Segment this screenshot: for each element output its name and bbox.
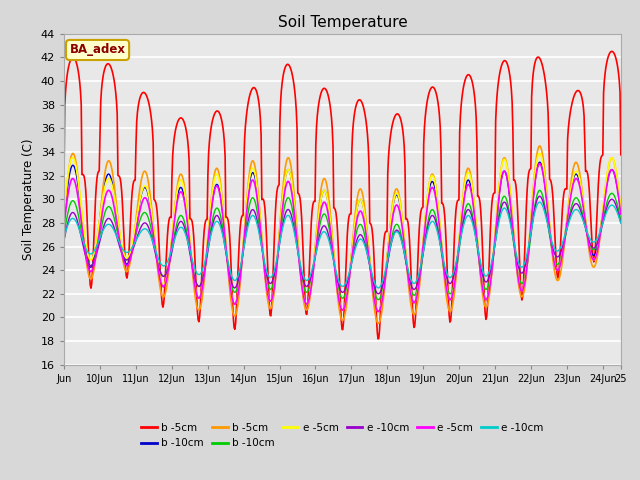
e -10cm (374, 291, 382, 297)
Line: b -10cm: b -10cm (64, 162, 621, 312)
e -5cm (536, 161, 544, 167)
b -5cm (374, 321, 382, 326)
b -10cm (138, 212, 146, 218)
e -10cm (60, 238, 68, 243)
b -5cm (374, 336, 382, 342)
e -5cm (617, 205, 625, 211)
e -5cm (474, 243, 481, 249)
b -10cm (474, 242, 481, 248)
e -10cm (374, 285, 382, 291)
e -10cm (460, 220, 468, 226)
b -10cm (298, 274, 305, 279)
b -5cm (319, 179, 326, 184)
b -5cm (138, 174, 146, 180)
e -10cm (298, 267, 305, 273)
e -10cm (298, 271, 305, 276)
Line: b -10cm: b -10cm (64, 190, 621, 300)
b -10cm (536, 159, 544, 165)
b -10cm (374, 309, 382, 314)
b -5cm (298, 214, 305, 219)
e -5cm (298, 281, 305, 287)
b -10cm (536, 187, 544, 193)
Text: BA_adex: BA_adex (70, 44, 125, 57)
b -5cm (319, 87, 326, 93)
e -10cm (60, 235, 68, 240)
b -5cm (138, 91, 146, 96)
e -10cm (474, 245, 481, 251)
b -5cm (460, 182, 468, 188)
b -5cm (608, 48, 616, 54)
b -5cm (617, 152, 625, 158)
b -5cm (474, 193, 481, 199)
e -5cm (138, 188, 146, 194)
b -10cm (617, 217, 625, 223)
Line: e -10cm: e -10cm (64, 196, 621, 294)
b -10cm (298, 279, 305, 285)
e -10cm (617, 220, 625, 226)
e -5cm (319, 190, 326, 196)
b -5cm (63, 80, 70, 86)
b -5cm (60, 217, 68, 223)
Line: e -5cm: e -5cm (64, 153, 621, 312)
b -5cm (460, 81, 468, 86)
Line: b -5cm: b -5cm (64, 51, 621, 339)
e -10cm (63, 227, 70, 233)
b -10cm (60, 232, 68, 238)
e -10cm (138, 228, 146, 233)
b -10cm (460, 212, 468, 217)
Y-axis label: Soil Temperature (C): Soil Temperature (C) (22, 138, 35, 260)
e -5cm (617, 211, 625, 217)
e -5cm (60, 223, 68, 228)
e -5cm (138, 200, 146, 205)
b -5cm (617, 208, 625, 214)
e -5cm (374, 309, 382, 314)
b -5cm (536, 143, 544, 149)
e -10cm (460, 216, 468, 221)
b -10cm (319, 213, 326, 218)
e -10cm (474, 246, 481, 252)
e -10cm (138, 222, 146, 228)
e -5cm (63, 204, 70, 210)
e -5cm (60, 205, 68, 211)
Title: Soil Temperature: Soil Temperature (278, 15, 407, 30)
b -10cm (60, 217, 68, 223)
e -10cm (536, 199, 544, 205)
e -5cm (63, 185, 70, 191)
Line: b -5cm: b -5cm (64, 146, 621, 324)
e -10cm (617, 220, 625, 226)
b -5cm (60, 176, 68, 181)
b -5cm (474, 241, 481, 247)
b -10cm (319, 190, 326, 196)
e -10cm (319, 224, 326, 230)
b -10cm (63, 218, 70, 224)
b -5cm (63, 191, 70, 197)
e -5cm (474, 238, 481, 244)
e -5cm (536, 150, 544, 156)
b -10cm (617, 208, 625, 214)
e -5cm (374, 309, 382, 314)
Legend: b -5cm, b -10cm, b -5cm, b -10cm, e -5cm, e -10cm, e -5cm, e -10cm: b -5cm, b -10cm, b -5cm, b -10cm, e -5cm… (137, 419, 548, 452)
b -10cm (474, 248, 481, 253)
Line: e -10cm: e -10cm (64, 202, 621, 288)
b -10cm (460, 192, 468, 197)
e -10cm (319, 229, 326, 235)
e -5cm (460, 185, 468, 191)
b -10cm (138, 190, 146, 195)
e -5cm (298, 279, 305, 285)
e -10cm (63, 227, 70, 232)
Line: e -5cm: e -5cm (64, 164, 621, 312)
e -5cm (460, 196, 468, 202)
e -5cm (319, 202, 326, 207)
b -5cm (298, 282, 305, 288)
b -10cm (63, 195, 70, 201)
e -10cm (536, 193, 544, 199)
b -10cm (374, 297, 382, 302)
